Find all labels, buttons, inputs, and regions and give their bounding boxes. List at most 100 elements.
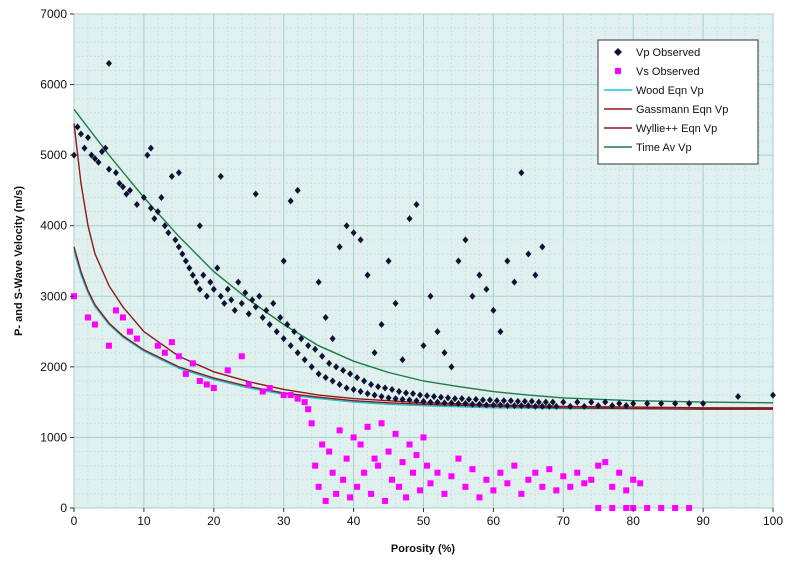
x-tick-label: 70 bbox=[557, 514, 571, 528]
vp-observed-point bbox=[315, 278, 322, 286]
vs-observed-point bbox=[375, 462, 382, 469]
vs-observed-point bbox=[525, 476, 532, 483]
vp-observed-point bbox=[500, 397, 507, 405]
vp-observed-point bbox=[98, 148, 105, 156]
vs-observed-point bbox=[490, 487, 497, 494]
vp-observed-point bbox=[434, 398, 441, 406]
vp-observed-point bbox=[298, 335, 305, 343]
vp-observed-point bbox=[455, 400, 462, 408]
vp-observed-point bbox=[700, 400, 707, 408]
y-tick-label: 4000 bbox=[40, 219, 67, 233]
vp-observed-point bbox=[196, 222, 203, 230]
vp-observed-point bbox=[490, 306, 497, 314]
vp-observed-point bbox=[151, 215, 158, 223]
vp-observed-point bbox=[399, 395, 406, 403]
vp-observed-point bbox=[357, 388, 364, 396]
vp-observed-point bbox=[315, 370, 322, 378]
vs-observed-point bbox=[623, 505, 630, 511]
vs-observed-point bbox=[595, 505, 602, 511]
vs-observed-point bbox=[154, 342, 161, 349]
vp-observed-point bbox=[91, 155, 98, 163]
vs-observed-point bbox=[413, 452, 420, 459]
vp-observed-point bbox=[273, 328, 280, 336]
vp-observed-point bbox=[319, 352, 326, 360]
vs-observed-point bbox=[595, 462, 602, 469]
vp-observed-point bbox=[200, 271, 207, 279]
vp-observed-point bbox=[336, 381, 343, 388]
vp-observed-point bbox=[553, 402, 560, 410]
vp-observed-point bbox=[672, 400, 679, 408]
legend-label-vp-observed: Vp Observed bbox=[636, 47, 700, 59]
vp-observed-point bbox=[277, 313, 284, 321]
vp-observed-point bbox=[462, 236, 469, 244]
vp-observed-point bbox=[518, 402, 525, 410]
x-tick-label: 90 bbox=[696, 514, 710, 528]
vp-observed-point bbox=[410, 390, 417, 398]
vs-observed-point bbox=[210, 385, 217, 392]
vp-observed-point bbox=[105, 165, 112, 173]
vp-observed-point bbox=[413, 397, 420, 405]
vs-observed-point bbox=[301, 399, 308, 406]
vp-observed-point bbox=[476, 400, 483, 408]
x-tick-label: 20 bbox=[207, 514, 221, 528]
vp-observed-point bbox=[294, 349, 301, 357]
legend-box bbox=[597, 39, 759, 165]
vs-observed-point bbox=[609, 505, 616, 511]
vp-observed-point bbox=[427, 398, 434, 406]
vs-observed-point bbox=[539, 483, 546, 490]
vs-observed-point bbox=[609, 483, 616, 490]
vp-observed-point bbox=[686, 400, 693, 408]
vs-observed-point bbox=[133, 335, 140, 342]
vs-observed-point bbox=[84, 314, 91, 321]
wood-eqn-vp-line bbox=[73, 250, 773, 410]
vp-observed-point bbox=[476, 271, 483, 279]
vs-observed-point bbox=[476, 494, 483, 501]
vp-observed-point bbox=[175, 169, 182, 177]
vp-observed-point bbox=[420, 397, 427, 405]
vp-observed-point bbox=[287, 342, 294, 350]
vs-observed-point bbox=[203, 381, 210, 388]
vp-observed-point bbox=[382, 384, 389, 392]
y-tick-label: 7000 bbox=[40, 7, 67, 21]
vs-observed-point bbox=[658, 505, 665, 511]
vp-observed-point bbox=[112, 169, 119, 177]
vp-observed-point bbox=[102, 144, 109, 152]
vp-observed-point bbox=[252, 303, 259, 311]
y-tick-label: 2000 bbox=[40, 360, 67, 374]
vs-observed-point bbox=[182, 370, 189, 377]
vp-observed-point bbox=[630, 400, 637, 408]
vp-observed-point bbox=[179, 250, 186, 258]
vp-observed-point bbox=[371, 391, 378, 399]
vp-observed-point bbox=[403, 389, 410, 397]
vp-observed-point bbox=[448, 363, 455, 371]
vp-observed-point bbox=[437, 393, 444, 401]
vs-observed-point bbox=[462, 483, 469, 490]
vp-observed-point bbox=[378, 321, 385, 329]
vp-observed-point bbox=[469, 292, 476, 300]
vs-observed-point bbox=[417, 487, 424, 494]
vp-observed-point bbox=[214, 264, 221, 272]
time-av-vp-line bbox=[73, 108, 774, 404]
vp-observed-point bbox=[462, 400, 469, 408]
series-lines bbox=[73, 108, 774, 410]
vp-observed-point bbox=[88, 151, 95, 159]
vs-observed-point bbox=[546, 466, 553, 473]
vp-observed-point bbox=[490, 401, 497, 409]
vs-observed-point bbox=[644, 505, 651, 511]
vp-observed-point bbox=[472, 395, 479, 403]
vp-observed-point bbox=[84, 134, 91, 141]
vp-observed-point bbox=[392, 299, 399, 307]
legend-swatch-vs-observed bbox=[615, 68, 621, 74]
vp-observed-point bbox=[479, 396, 486, 404]
vs-observed-point bbox=[637, 480, 644, 487]
vs-observed-point bbox=[287, 392, 294, 399]
vp-observed-point bbox=[347, 370, 354, 378]
vp-observed-point bbox=[518, 169, 525, 177]
vp-observed-point bbox=[343, 384, 350, 392]
vs-observed-point bbox=[581, 480, 588, 487]
vs-observed-point bbox=[574, 469, 581, 476]
vs-observed-point bbox=[385, 448, 392, 455]
vp-observed-point bbox=[77, 130, 84, 138]
x-tick-label: 40 bbox=[347, 514, 361, 528]
vp-observed-point bbox=[154, 208, 161, 216]
